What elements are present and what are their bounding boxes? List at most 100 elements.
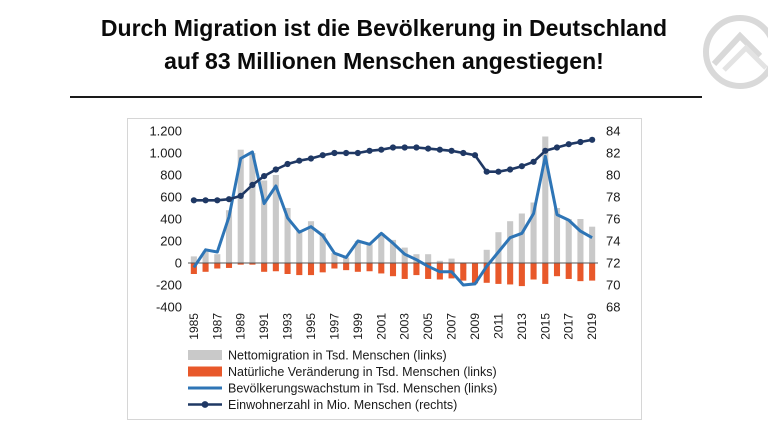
population-point (354, 149, 361, 157)
population-point (225, 196, 233, 203)
natural-change-bar (272, 263, 279, 272)
migration-bar (483, 249, 490, 263)
natural-change-bar (565, 263, 572, 279)
x-tick-label: 2005 (421, 313, 435, 340)
y-right-tick-label: 78 (606, 190, 620, 205)
population-point (565, 141, 572, 148)
x-tick-label: 1991 (257, 313, 271, 340)
migration-bar (542, 136, 549, 263)
x-tick-label: 2007 (445, 313, 459, 340)
y-right-tick-label: 72 (606, 256, 620, 271)
natural-change-bar (483, 263, 490, 283)
migration-bar (436, 260, 443, 263)
x-tick-label: 1995 (304, 313, 318, 340)
migration-bar (214, 254, 221, 263)
population-point (261, 173, 268, 180)
y-right-tick-label: 80 (606, 168, 620, 183)
migration-bar (495, 232, 502, 263)
migration-bar (319, 233, 326, 263)
migration-bar (343, 257, 350, 263)
natural-change-bar (530, 263, 537, 280)
population-point (389, 144, 397, 151)
migration-bar (272, 175, 279, 263)
population-point (413, 144, 420, 151)
growth-series-line (192, 150, 593, 287)
natural-change-bar (331, 263, 338, 269)
natural-change-bar (190, 263, 197, 274)
natural-change-bar (343, 263, 350, 271)
x-tick-label: 2015 (538, 313, 552, 340)
population-point (530, 158, 537, 165)
natural-change-bar (284, 263, 291, 274)
legend-label: Natürliche Veränderung in Tsd. Menschen … (228, 365, 497, 379)
population-point (272, 166, 279, 173)
population-point (401, 144, 408, 151)
population-point (483, 168, 490, 175)
title-line-1: Durch Migration ist die Bevölkerung in D… (100, 15, 668, 41)
migration-bar (553, 208, 561, 263)
population-point (307, 155, 315, 162)
legend-swatch (188, 350, 222, 360)
natural-change-bar (354, 263, 361, 272)
population-point (589, 136, 596, 143)
y-left-tick-label: 0 (175, 256, 182, 271)
slide-title: Durch Migration ist die Bevölkerung in D… (0, 12, 768, 78)
legend-label: Bevölkerungswachstum in Tsd. Menschen (l… (228, 382, 497, 396)
natural-change-bar (389, 263, 397, 277)
x-tick-label: 2001 (374, 313, 388, 340)
y-left-tick-label: 600 (160, 190, 182, 205)
natural-change-bar (507, 263, 514, 285)
population-point (542, 147, 549, 154)
migration-bar (589, 226, 596, 263)
migration-bar (307, 221, 315, 263)
migration-bar (530, 202, 537, 263)
y-left-tick-label: 1.200 (149, 124, 182, 139)
migration-bar (225, 210, 233, 263)
population-point (460, 149, 467, 157)
y-left-tick-label: -200 (156, 278, 182, 293)
natural-change-bar (214, 263, 221, 269)
migration-bar (237, 149, 244, 263)
x-tick-label: 1999 (351, 313, 365, 340)
population-point (249, 181, 256, 188)
x-tick-label: 1997 (327, 313, 341, 340)
population-point (343, 149, 350, 157)
population-point (296, 157, 303, 164)
natural-change-bar (413, 263, 420, 276)
title-line-2: auf 83 Millionen Menschen angestiegen! (164, 48, 604, 74)
y-left-tick-label: -400 (156, 300, 182, 315)
natural-change-bar (378, 263, 385, 274)
legend-label: Nettomigration in Tsd. Menschen (links) (228, 349, 447, 363)
population-point (436, 146, 443, 153)
migration-bar (354, 241, 361, 263)
x-tick-label: 1985 (187, 313, 201, 340)
y-left-tick-label: 400 (160, 212, 182, 227)
natural-change-bar (471, 263, 479, 284)
population-point (425, 145, 432, 152)
x-tick-label: 2013 (515, 313, 529, 340)
migration-bar (507, 221, 514, 263)
natural-change-bar (460, 263, 467, 281)
y-right-tick-label: 68 (606, 300, 620, 315)
migration-bar (202, 250, 209, 263)
natural-change-bar (518, 263, 525, 287)
natural-change-bar (495, 263, 502, 284)
y-right-tick-label: 82 (606, 146, 620, 161)
population-point (214, 197, 221, 204)
x-tick-label: 2019 (585, 313, 599, 340)
natural-change-bar (237, 263, 244, 265)
natural-change-bar (425, 263, 432, 279)
migration-bar (296, 230, 303, 263)
y-left-tick-label: 200 (160, 234, 182, 249)
population-point (202, 197, 209, 204)
migration-bar (190, 256, 197, 263)
x-tick-label: 1993 (281, 313, 295, 340)
population-point (366, 147, 373, 154)
natural-change-bar (307, 263, 315, 276)
chart-panel: -400 -200 0 200 400 600 800 1.000 1.200 68 70 72 74 7… (127, 118, 642, 420)
natural-change-bar (225, 263, 233, 268)
natural-change-bar (542, 263, 549, 284)
natural-change-bar (296, 263, 303, 276)
population-point (237, 192, 244, 199)
x-tick-label: 2017 (562, 313, 576, 340)
